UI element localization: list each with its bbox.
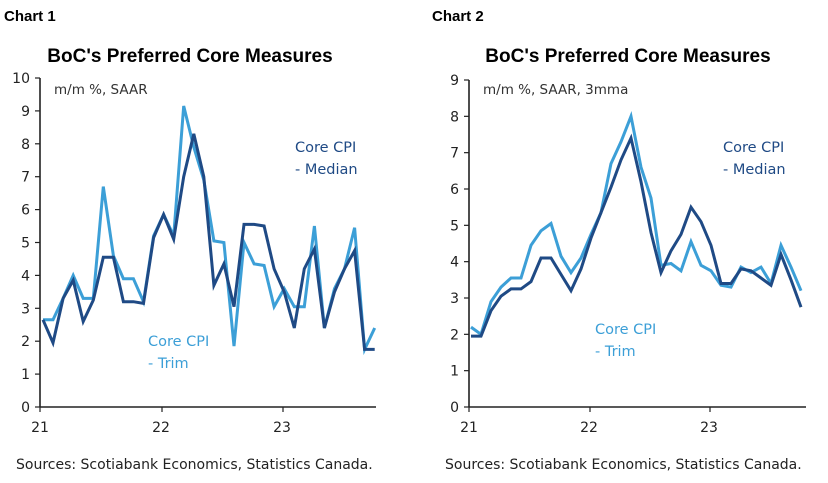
chart-subtitle: m/m %, SAAR, 3mma <box>483 82 628 98</box>
series-label: - Median <box>723 162 786 178</box>
y-tick-label: 9 <box>21 104 30 120</box>
x-tick-label: 21 <box>31 420 49 436</box>
y-tick-label: 7 <box>450 146 459 162</box>
chart-subtitle: m/m %, SAAR <box>54 82 148 98</box>
series-line-median <box>471 133 803 338</box>
x-tick-label: 23 <box>700 420 718 436</box>
y-tick-label: 5 <box>450 218 459 234</box>
chart-title: BoC's Preferred Core Measures <box>47 46 332 67</box>
source-note: Sources: Scotiabank Economics, Statistic… <box>445 457 802 473</box>
series-label: Core CPI <box>148 334 209 350</box>
panel-label: Chart 2 <box>432 8 484 25</box>
y-tick-label: 8 <box>450 109 459 125</box>
x-tick-label: 22 <box>580 420 598 436</box>
y-tick-label: 9 <box>450 73 459 89</box>
y-tick-label: 0 <box>450 400 459 416</box>
y-tick-label: 0 <box>21 400 30 416</box>
x-tick-label: 22 <box>152 420 170 436</box>
y-tick-label: 2 <box>21 334 30 350</box>
y-tick-label: 3 <box>450 291 459 307</box>
series-label: Core CPI <box>723 140 784 156</box>
series-label: Core CPI <box>295 140 356 156</box>
panel-label: Chart 1 <box>4 8 56 25</box>
source-note: Sources: Scotiabank Economics, Statistic… <box>16 457 373 473</box>
series-label: - Trim <box>595 344 636 360</box>
y-tick-label: 5 <box>21 236 30 252</box>
series-label: - Trim <box>148 356 189 372</box>
series-label: - Median <box>295 162 358 178</box>
y-tick-label: 4 <box>450 255 459 271</box>
y-tick-label: 7 <box>21 170 30 186</box>
y-tick-label: 2 <box>450 327 459 343</box>
series-label: Core CPI <box>595 322 656 338</box>
y-tick-label: 10 <box>12 71 30 87</box>
x-tick-label: 23 <box>273 420 291 436</box>
chart-title: BoC's Preferred Core Measures <box>485 46 770 67</box>
y-tick-label: 6 <box>21 203 30 219</box>
y-tick-label: 1 <box>450 364 459 380</box>
series-line-median <box>41 133 375 351</box>
y-tick-label: 4 <box>21 268 30 284</box>
y-tick-label: 6 <box>450 182 459 198</box>
x-tick-label: 21 <box>460 420 478 436</box>
y-tick-label: 1 <box>21 367 30 383</box>
y-tick-label: 3 <box>21 301 30 317</box>
y-tick-label: 8 <box>21 137 30 153</box>
